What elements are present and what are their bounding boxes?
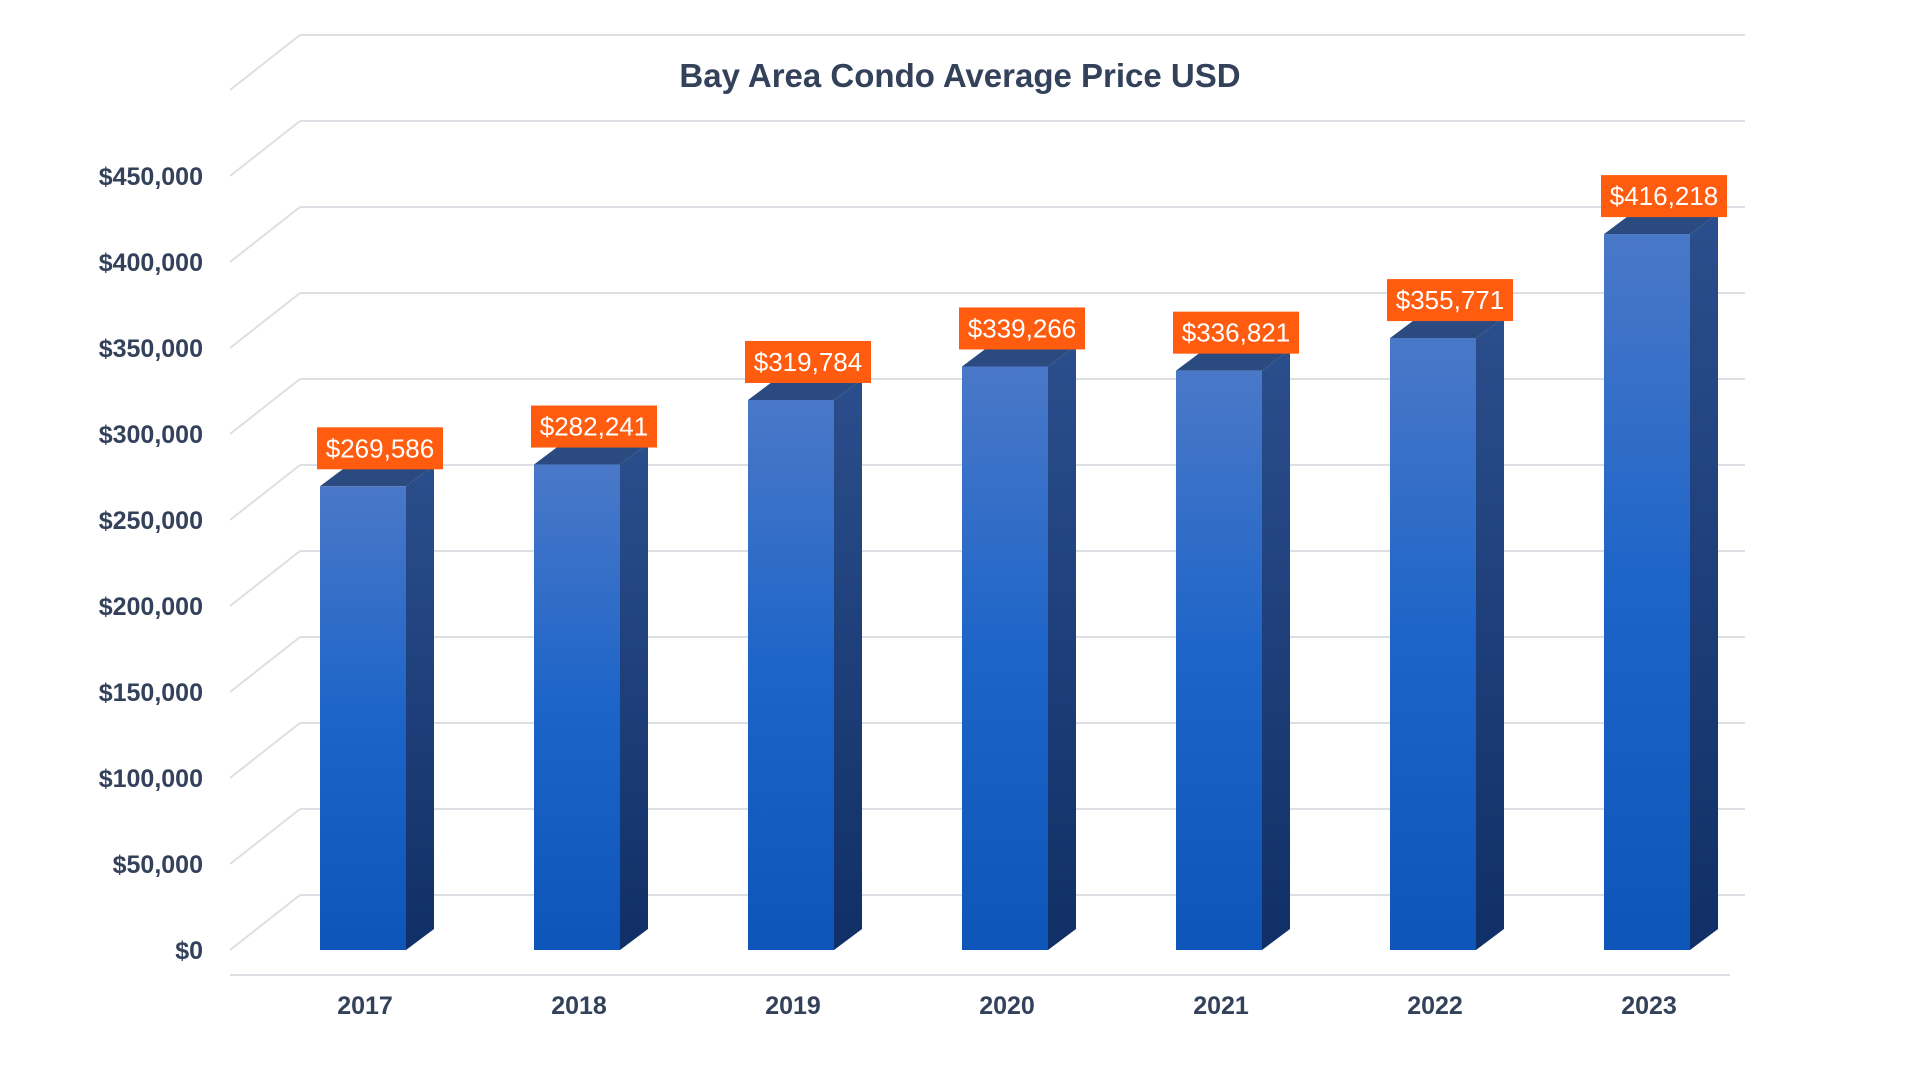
data-label-box	[1173, 311, 1299, 354]
y-tick-label: $400,000	[99, 249, 203, 277]
bar-side	[1048, 345, 1076, 950]
bar-side	[1262, 349, 1290, 951]
bar-top	[1604, 213, 1718, 235]
bar-2021	[1176, 349, 1290, 951]
data-label-text: $319,784	[754, 347, 862, 377]
gridline-side	[229, 464, 301, 521]
data-label: $355,771	[1387, 279, 1513, 322]
bar-2017	[320, 465, 434, 950]
y-tick-label: $450,000	[99, 163, 203, 191]
y-tick-label: $300,000	[99, 421, 203, 449]
gridline-side	[229, 808, 301, 865]
data-label-box	[531, 405, 657, 448]
bar-top	[1390, 317, 1504, 339]
bar-top	[748, 378, 862, 400]
gridline-side	[229, 636, 301, 693]
data-label-box	[317, 427, 443, 470]
x-tick-label: 2020	[979, 992, 1035, 1020]
y-tick-label: $250,000	[99, 507, 203, 535]
data-label-box	[1601, 175, 1727, 218]
gridline-side	[229, 894, 301, 951]
y-tick-label: $200,000	[99, 593, 203, 621]
bar-side	[620, 443, 648, 950]
data-label: $336,821	[1173, 311, 1299, 354]
data-label: $339,266	[959, 307, 1085, 350]
data-label: $269,586	[317, 427, 443, 470]
bar-side	[1690, 213, 1718, 950]
data-label-text: $416,218	[1610, 181, 1718, 211]
data-label-text: $282,241	[540, 412, 648, 442]
gridline-side	[229, 550, 301, 607]
data-label-box	[1387, 279, 1513, 322]
data-label: $416,218	[1601, 175, 1727, 218]
bar-side	[1476, 317, 1504, 951]
gridline-side	[229, 120, 301, 177]
y-tick-label: $100,000	[99, 765, 203, 793]
bar-front	[1390, 338, 1476, 951]
x-tick-label: 2022	[1407, 992, 1463, 1020]
x-tick-label: 2017	[337, 992, 393, 1020]
bar-2018	[534, 443, 648, 950]
bar-top	[1176, 349, 1290, 371]
data-label-box	[959, 307, 1085, 350]
y-tick-label: $350,000	[99, 335, 203, 363]
x-tick-label: 2023	[1621, 992, 1677, 1020]
bar-front	[1604, 234, 1690, 950]
y-tick-label: $0	[175, 937, 203, 965]
bar-side	[834, 378, 862, 950]
bar-2020	[962, 345, 1076, 950]
gridline-side	[229, 378, 301, 435]
bar-top	[320, 465, 434, 487]
chart-title: Bay Area Condo Average Price USD	[679, 57, 1240, 94]
data-label: $282,241	[531, 405, 657, 448]
data-label-text: $269,586	[326, 433, 434, 463]
x-tick-label: 2019	[765, 992, 821, 1020]
gridline-side	[229, 292, 301, 349]
gridline-side	[229, 34, 301, 91]
bar-front	[962, 366, 1048, 950]
x-tick-label: 2021	[1193, 992, 1249, 1020]
bar-2019	[748, 378, 862, 950]
data-labels-layer: $269,586 $282,241 $319,784 $339,266 $336,821…	[317, 175, 1727, 470]
data-label-text: $355,771	[1396, 285, 1504, 315]
bar-2023	[1604, 213, 1718, 950]
bar-front	[748, 399, 834, 950]
data-label-text: $339,266	[968, 313, 1076, 343]
x-tick-label: 2018	[551, 992, 607, 1020]
data-label-box	[745, 340, 871, 383]
bar-front	[320, 486, 406, 950]
y-tick-label: $50,000	[113, 851, 203, 879]
gridline-side	[229, 206, 301, 263]
axis-layer: $0 $50,000 $100,000 $150,000 $200,000 $250,00…	[99, 163, 1730, 1020]
y-tick-label: $150,000	[99, 679, 203, 707]
bar-2022	[1390, 317, 1504, 951]
bars-layer	[320, 213, 1718, 951]
bar-top	[534, 443, 648, 465]
bar-side	[406, 465, 434, 950]
gridline-side	[229, 722, 301, 779]
bar-front	[1176, 370, 1262, 951]
data-label: $319,784	[745, 340, 871, 383]
data-label-text: $336,821	[1182, 318, 1290, 348]
bar-front	[534, 464, 620, 950]
bar-top	[962, 345, 1076, 367]
